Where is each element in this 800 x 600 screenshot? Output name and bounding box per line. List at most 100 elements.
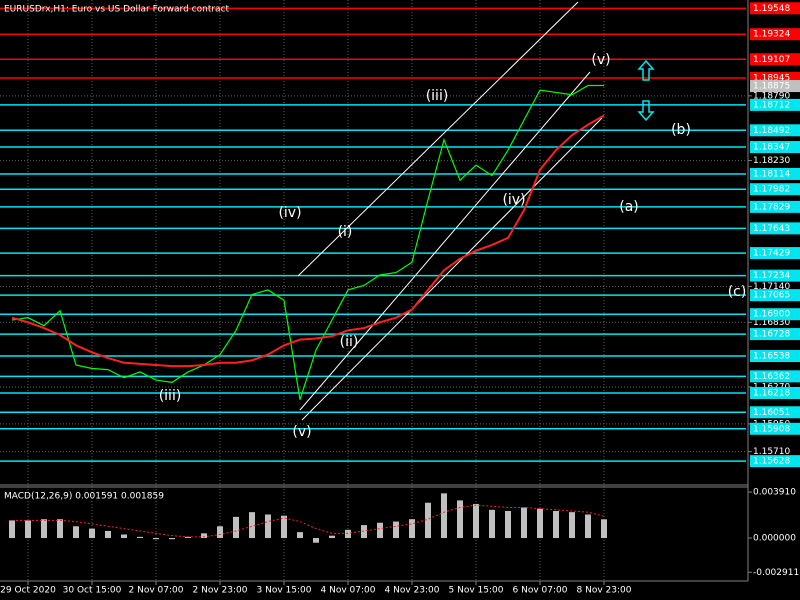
x-tick-label: 5 Nov 15:00 (449, 586, 504, 596)
macd-bar (233, 516, 239, 539)
level-label: 1.19548 (753, 4, 790, 14)
down-arrow (637, 100, 655, 122)
level-label-box (750, 183, 800, 196)
x-tick-label: 30 Oct 15:00 (63, 586, 122, 596)
level-label-box (750, 222, 800, 235)
macd-bar (425, 502, 431, 539)
macd-bar (217, 526, 223, 539)
macd-bar (409, 519, 415, 539)
x-tick-label: 29 Oct 2020 (0, 586, 56, 596)
chart-title: EURUSDrx,H1: Euro vs US Dollar Forward c… (4, 5, 230, 15)
level-label: 1.19107 (753, 55, 790, 65)
level-label-box (750, 308, 800, 321)
macd-bar (25, 520, 31, 539)
macd-bar (553, 510, 559, 539)
wave-label: (c) (728, 284, 747, 300)
x-tick-label: 4 Nov 23:00 (385, 586, 440, 596)
level-label-box (750, 200, 800, 213)
x-tick-label: 6 Nov 07:00 (513, 586, 568, 596)
level-label: 1.16900 (753, 310, 790, 320)
level-label-box (750, 328, 800, 341)
series-line (11, 114, 605, 368)
grid (0, 0, 746, 581)
level-label-box (750, 28, 800, 41)
level-label: 1.18114 (753, 169, 790, 179)
macd-bar (249, 512, 255, 539)
macd-bar (329, 535, 335, 539)
macd-bar (345, 529, 351, 539)
macd-bar (89, 528, 95, 539)
wave-label: (iii) (426, 88, 449, 104)
macd-bar (361, 525, 367, 539)
macd-signal (12, 504, 605, 538)
level-label: 1.16728 (753, 330, 790, 340)
y-tick-label: 1.18790 (753, 91, 790, 101)
macd-bar (601, 519, 607, 539)
macd-bar (505, 510, 511, 539)
macd-title: MACD(12,26,9) 0.001591 0.001859 (4, 492, 164, 502)
level-label: 1.18712 (753, 100, 790, 110)
x-tick-label: 4 Nov 07:00 (321, 586, 376, 596)
current-price-label: 1.18875 (753, 82, 790, 92)
y-tick-label: 0.000000 (753, 534, 796, 544)
wave-label: (iii) (159, 388, 182, 404)
macd-bar (169, 538, 175, 540)
level-label-box (750, 98, 800, 111)
level-label: 1.15908 (753, 424, 790, 434)
macd-bar (489, 509, 495, 539)
macd-bar (441, 493, 447, 539)
level-label-box (750, 167, 800, 180)
y-tick-label: 1.18230 (753, 156, 790, 166)
level-label-box (750, 422, 800, 435)
level-label-box (750, 455, 800, 468)
macd-bar (41, 519, 47, 539)
level-label-box (750, 386, 800, 399)
macd-bar (537, 508, 543, 539)
level-label: 1.16218 (753, 388, 790, 398)
level-label: 1.17065 (753, 291, 790, 301)
level-label-box (750, 141, 800, 154)
current-price-box (750, 80, 800, 93)
macd-bar (57, 519, 63, 539)
y-tick-label: 1.17140 (753, 282, 790, 292)
wave-label: (ii) (340, 334, 359, 350)
macd-bar (281, 515, 287, 539)
x-tick-label: 2 Nov 07:00 (129, 586, 184, 596)
level-label-box (750, 124, 800, 137)
level-label-box (750, 53, 800, 66)
macd-bar (585, 514, 591, 539)
macd-bar (105, 530, 111, 539)
level-label: 1.19324 (753, 30, 790, 40)
macd-bar (9, 520, 15, 539)
level-label-box (750, 370, 800, 383)
macd-bar (153, 538, 159, 540)
wave-label: (b) (671, 122, 691, 138)
wave-label: (v) (591, 52, 610, 68)
plot (9, 84, 607, 543)
macd-bar (473, 503, 479, 539)
channel (297, 1, 603, 421)
level-label-box (750, 247, 800, 260)
macd-bar (569, 512, 575, 539)
level-label: 1.15628 (753, 457, 790, 467)
level-label: 1.16051 (753, 408, 790, 418)
y-tick-label: -0.002911 (753, 568, 799, 578)
macd-bar (265, 514, 271, 539)
level-label-box (750, 350, 800, 363)
y-tick-label: 1.15710 (753, 447, 790, 457)
x-tick-label: 2 Nov 23:00 (193, 586, 248, 596)
y-tick-label: 0.003910 (753, 488, 796, 498)
level-label-box (750, 2, 800, 15)
level-label: 1.18492 (753, 126, 790, 136)
macd-bar (121, 534, 127, 539)
wave-label: (i) (338, 224, 353, 240)
wave-label: (iv) (502, 192, 525, 208)
level-label: 1.17982 (753, 185, 790, 195)
macd-bar (313, 538, 319, 543)
level-label: 1.17429 (753, 249, 790, 259)
level-label: 1.16362 (753, 372, 790, 382)
wave-label: (a) (619, 199, 639, 215)
x-tick-label: 3 Nov 15:00 (257, 586, 312, 596)
